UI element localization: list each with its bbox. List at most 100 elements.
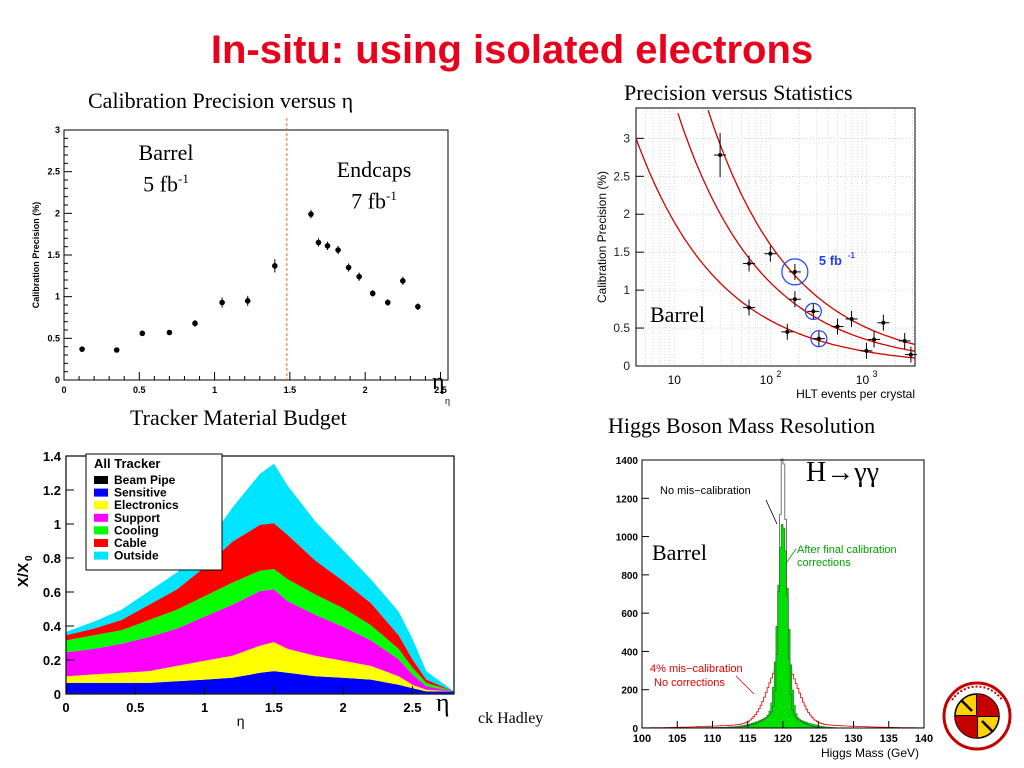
x-tick-label: 0	[62, 700, 69, 715]
stack-area-electronics	[66, 642, 454, 692]
y-tick-label: 1000	[616, 533, 639, 544]
y-tick-label: 0	[55, 375, 60, 385]
data-point	[718, 153, 723, 158]
data-point	[908, 352, 913, 357]
x-tick-label: 135	[880, 733, 898, 745]
y-tick-label: 0.5	[47, 333, 60, 343]
y-axis-label: Calibration Precision (%)	[595, 171, 609, 303]
footer-author: ck Hadley	[478, 710, 544, 727]
y-tick-label: 1200	[616, 494, 639, 505]
data-point	[384, 299, 391, 306]
x-axis-label: HLT events per crystal	[796, 387, 915, 401]
lumi-label-sup: -1	[848, 251, 856, 260]
y-tick-label: 1	[55, 292, 60, 302]
data-point	[816, 336, 821, 341]
legend-swatch	[94, 476, 108, 484]
data-point	[272, 263, 278, 269]
endcap-lumi: 7 fb-1	[318, 183, 430, 214]
data-point	[902, 338, 907, 343]
annotation-arrow	[735, 675, 755, 695]
data-point	[166, 329, 173, 336]
stack-area-sensitive	[66, 671, 454, 694]
stack-area-cable	[66, 523, 454, 692]
x-tick-label: 10	[856, 373, 870, 387]
stack-area-cooling	[66, 569, 454, 692]
annotation-no-miscalibration: No mis−calibration	[660, 485, 751, 497]
legend-entry: Outside	[114, 549, 159, 563]
fit-curve	[677, 112, 916, 352]
data-point	[192, 320, 198, 327]
y-axis-label-sub: 0	[24, 555, 35, 561]
y-tick-label: 3	[623, 131, 630, 145]
tracker-chart: 0 0.2 0.4 0.6 0.8 1 1.2 1.4 0 0.5 1 1.5 2 2.5 η X/X 0 All…	[15, 449, 455, 729]
y-tick-label: 200	[621, 686, 638, 697]
legend-swatch	[94, 526, 108, 535]
y-tick-label: 0.2	[43, 653, 61, 668]
higgs-process-label: H→γγ	[806, 457, 879, 488]
y-tick-label: 1.4	[43, 449, 62, 464]
x-tick-label: 2.5	[403, 700, 421, 715]
annotation-arrow	[765, 499, 778, 525]
legend-swatch	[94, 513, 108, 522]
x-tick-label: 0.5	[126, 700, 144, 715]
x-tick-label: 2	[340, 700, 347, 715]
y-tick-label: 1	[623, 283, 630, 297]
data-point	[356, 273, 362, 280]
x-tick-label: 1.5	[284, 385, 297, 395]
data-point	[315, 239, 322, 246]
higgs-chart: 0 200 400 600 800 1000 1200 1400 100 105 110 115 120…	[616, 456, 933, 760]
slide-title: In-situ: using isolated electrons	[210, 28, 814, 72]
data-point	[864, 348, 869, 353]
x-tick-label: 1	[212, 385, 217, 395]
x-tick-label: 10	[760, 373, 774, 387]
y-tick-label: 0	[632, 724, 638, 735]
y-axis-label: Calibration Precision (%)	[31, 202, 41, 309]
barrel-text: Barrel	[138, 140, 194, 165]
data-point	[244, 298, 251, 304]
endcap-lumi-text: 7 fb	[351, 188, 386, 214]
lumi-label: 5 fb	[819, 253, 842, 268]
highlight-circle	[810, 330, 828, 348]
y-tick-label: 1	[54, 517, 61, 532]
data-point	[308, 211, 314, 217]
endcap-text: Endcaps	[336, 157, 412, 182]
data-point	[139, 330, 146, 337]
data-point	[747, 261, 752, 266]
legend-swatch	[94, 488, 108, 497]
x-tick-label: 10	[668, 373, 682, 387]
data-point	[785, 329, 790, 334]
data-point	[768, 251, 773, 256]
y-tick-label: 2.5	[47, 167, 60, 177]
calib-eta-endcap-label: Endcaps 7 fb-1	[318, 157, 430, 214]
data-point	[113, 347, 120, 353]
plot-frame	[65, 455, 455, 695]
data-point	[369, 290, 376, 297]
data-point	[747, 305, 752, 310]
data-point	[79, 346, 85, 352]
x-tick-label: 0.5	[133, 385, 146, 395]
annotation-arrow	[786, 548, 797, 563]
annotation-after-calibration-1: After final calibration	[797, 544, 897, 556]
x-tick-exponent: 3	[872, 369, 877, 379]
x-tick-label: 1.5	[265, 700, 283, 715]
data-point	[872, 337, 877, 342]
legend-entry: Cooling	[114, 523, 159, 537]
annotation-after-calibration-2: corrections	[797, 557, 851, 569]
x-tick-label: 120	[774, 733, 792, 745]
annotation-miscalibration-2: No corrections	[654, 677, 725, 689]
y-tick-label: 800	[621, 571, 638, 582]
data-point	[324, 243, 331, 249]
legend-entry: Cable	[114, 536, 147, 550]
calib-eta-caption: Calibration Precision versus η	[88, 88, 354, 113]
highlight-circle	[804, 302, 822, 320]
x-tick-exponent: 2	[776, 369, 781, 379]
x-tick-label: 115	[739, 733, 757, 745]
y-tick-label: 3	[55, 125, 60, 135]
precision-stats-caption: Precision versus Statistics	[624, 80, 853, 105]
data-point	[792, 297, 797, 302]
x-tick-label: 125	[809, 733, 827, 745]
x-tick-label: 1	[201, 700, 208, 715]
data-point	[849, 316, 854, 321]
